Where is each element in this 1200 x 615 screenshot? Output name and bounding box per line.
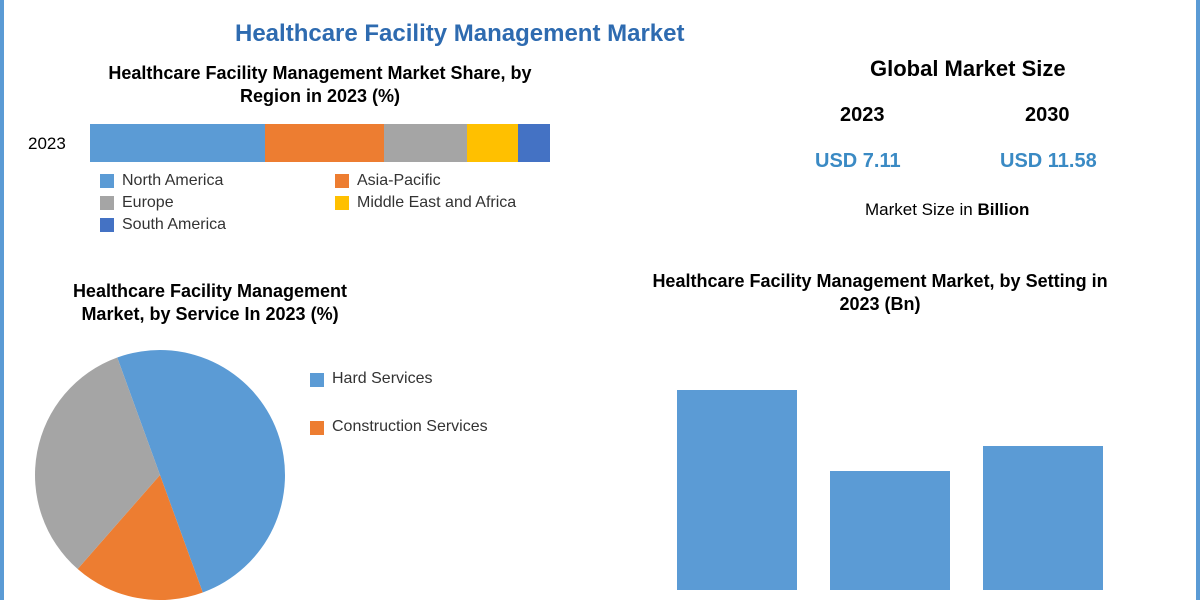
main-title: Healthcare Facility Management Market [235,20,685,48]
legend-item: Hard Services [310,370,510,388]
stacked-chart-year: 2023 [28,134,66,154]
legend-swatch [310,373,324,387]
pie-chart [25,345,295,615]
legend-swatch [310,421,324,435]
stacked-segment [467,124,518,162]
legend-label: Middle East and Africa [357,194,516,212]
legend-label: Hard Services [332,370,432,388]
bar [677,390,797,590]
legend-label: Asia-Pacific [357,172,441,190]
stacked-segment [518,124,550,162]
gms-unit-bold: Billion [977,200,1029,219]
stacked-segment [90,124,265,162]
legend-item: Middle East and Africa [335,194,570,212]
legend-item: South America [100,216,335,234]
left-border [0,0,4,600]
legend-item: Asia-Pacific [335,172,570,190]
gms-year-2030: 2030 [1025,104,1070,127]
stacked-bar [90,124,550,162]
legend-label: South America [122,216,226,234]
gms-unit: Market Size in Billion [865,200,1029,220]
legend-swatch [100,218,114,232]
gms-value-2030: USD 11.58 [1000,150,1097,173]
legend-item: North America [100,172,335,190]
stacked-segment [265,124,385,162]
gms-value-2023: USD 7.11 [815,150,901,173]
bar-chart [660,340,1120,590]
bar [983,446,1103,590]
stacked-segment [384,124,467,162]
bar-chart-title: Healthcare Facility Management Market, b… [640,270,1120,317]
bar [830,471,950,590]
pie-chart-legend: Hard Services Construction Services [310,370,510,466]
gms-year-2023: 2023 [840,104,885,127]
right-border [1196,0,1200,600]
stacked-bar-legend: North America Asia-Pacific Europe Middle Ea… [100,172,580,238]
legend-item: Europe [100,194,335,212]
gms-unit-prefix: Market Size in [865,200,977,219]
legend-label: Construction Services [332,418,488,436]
legend-swatch [100,174,114,188]
legend-swatch [335,174,349,188]
global-market-size-title: Global Market Size [870,56,1066,82]
legend-swatch [335,196,349,210]
legend-swatch [100,196,114,210]
pie-chart-title: Healthcare Facility Management Market, b… [50,280,370,327]
legend-item: Construction Services [310,418,510,436]
legend-label: Europe [122,194,174,212]
stacked-chart-title: Healthcare Facility Management Market Sh… [100,62,540,109]
legend-label: North America [122,172,223,190]
